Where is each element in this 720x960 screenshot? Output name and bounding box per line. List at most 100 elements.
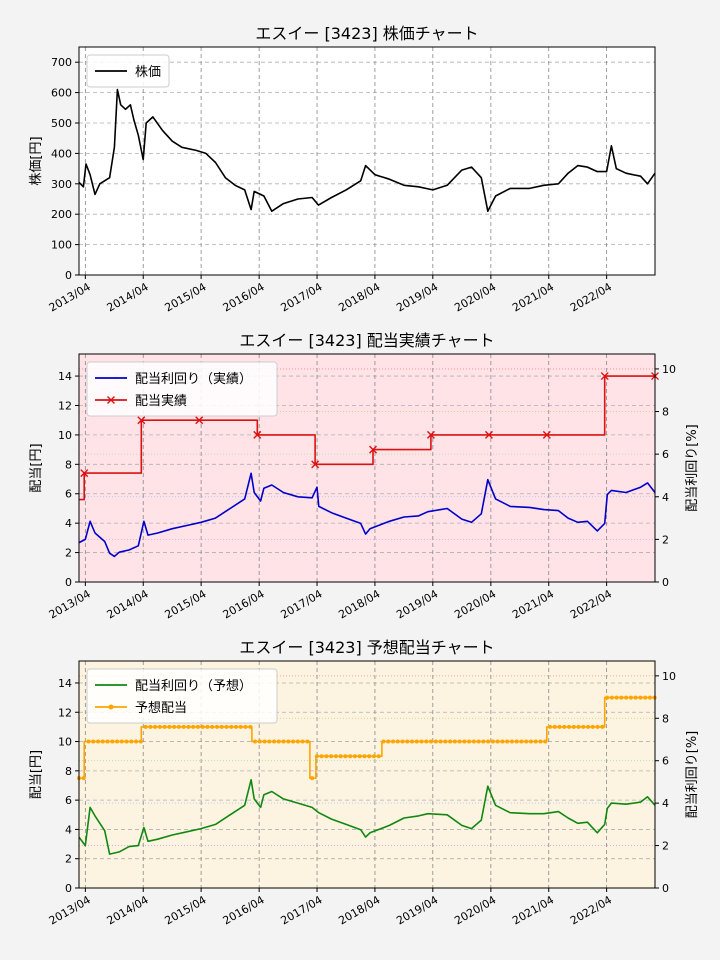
forecast-dot-marker xyxy=(467,739,472,744)
forecast-dot-marker xyxy=(538,739,543,744)
forecast-dot-marker xyxy=(628,695,633,700)
forecast-dot-marker xyxy=(452,739,457,744)
y-tick-label: 500 xyxy=(51,117,72,130)
forecast-dot-marker xyxy=(310,776,315,781)
forecast-dot-marker xyxy=(110,739,115,744)
y2-tick-label: 8 xyxy=(662,406,669,419)
dividend-marker xyxy=(484,430,493,439)
forecast-dot-marker xyxy=(405,739,410,744)
legend-label: 配当利回り（実績） xyxy=(135,371,252,387)
chart-title: エスイー [3423] 株価チャート xyxy=(255,24,478,43)
forecast-dot-marker xyxy=(429,739,434,744)
forecast-dot-marker xyxy=(410,739,415,744)
forecast-dot-marker xyxy=(391,739,396,744)
y-tick-label: 300 xyxy=(51,178,72,191)
y2-axis-label: 配当利回り[%] xyxy=(685,731,700,819)
forecast-dot-marker xyxy=(343,754,348,759)
forecast-dot-marker xyxy=(562,724,567,729)
forecast-dot-marker xyxy=(243,724,248,729)
forecast-dot-marker xyxy=(371,754,376,759)
forecast-dot-marker xyxy=(414,739,419,744)
axes-frame xyxy=(78,46,656,276)
forecast-dot-marker xyxy=(581,724,586,729)
forecast-dot-marker xyxy=(443,739,448,744)
dividend-marker xyxy=(542,430,551,439)
legend-label: 配当実績 xyxy=(135,393,187,409)
y-tick-label: 100 xyxy=(51,239,72,252)
forecast-dot-marker xyxy=(367,754,372,759)
forecast-dot-marker xyxy=(181,724,186,729)
forecast-dot-marker xyxy=(319,754,324,759)
forecast-dot-marker xyxy=(457,739,462,744)
forecast-dot-marker xyxy=(219,724,224,729)
forecast-dot-marker xyxy=(495,739,500,744)
forecast-dot-marker xyxy=(362,754,367,759)
forecast-dot-marker xyxy=(505,739,510,744)
y-tick-label: 2 xyxy=(65,853,72,866)
axes-frame xyxy=(78,660,656,889)
legend-label: 配当利回り（予想） xyxy=(135,678,252,694)
forecast-dot-marker xyxy=(186,724,191,729)
plot-area xyxy=(79,47,655,275)
y2-axis-label: 配当利回り[%] xyxy=(685,424,700,512)
forecast-dot-marker xyxy=(533,739,538,744)
y-tick-label: 6 xyxy=(65,794,72,807)
forecast-dot-marker xyxy=(129,739,134,744)
forecast-dot-marker xyxy=(176,724,181,729)
forecast-dot-marker xyxy=(81,776,86,781)
y2-tick-label: 10 xyxy=(662,670,676,683)
y-axis-label: 株価[円] xyxy=(29,136,44,185)
forecast-dot-marker xyxy=(167,724,172,729)
y2-tick-label: 0 xyxy=(662,576,669,589)
dividend-marker xyxy=(253,430,262,439)
forecast-dot-marker xyxy=(262,739,267,744)
y-tick-label: 0 xyxy=(65,269,72,282)
forecast-dot-marker xyxy=(567,724,572,729)
forecast-dot-marker xyxy=(115,739,120,744)
chart-title: エスイー [3423] 予想配当チャート xyxy=(239,638,494,657)
forecast-dot-marker xyxy=(595,724,600,729)
forecast-dot-marker xyxy=(557,724,562,729)
forecast-dot-marker xyxy=(419,739,424,744)
forecast-dot-marker xyxy=(162,724,167,729)
forecast-dot-marker xyxy=(314,754,319,759)
forecast-dot-marker xyxy=(500,739,505,744)
legend-label: 予想配当 xyxy=(135,700,187,716)
y-tick-label: 8 xyxy=(65,458,72,471)
forecast-dot-marker xyxy=(476,739,481,744)
y2-tick-label: 2 xyxy=(662,533,669,546)
forecast-dot-marker xyxy=(571,724,576,729)
forecast-dot-marker xyxy=(486,739,491,744)
forecast-dot-marker xyxy=(643,695,648,700)
forecast-dot-marker xyxy=(172,724,177,729)
y2-tick-label: 4 xyxy=(662,797,669,810)
forecast-dot-marker xyxy=(400,739,405,744)
y-tick-label: 6 xyxy=(65,488,72,501)
forecast-dot-marker xyxy=(229,724,234,729)
forecast-dot-marker xyxy=(524,739,529,744)
forecast-dot-marker xyxy=(609,695,614,700)
forecast-dot-marker xyxy=(576,724,581,729)
legend-marker xyxy=(108,704,114,710)
forecast-dot-marker xyxy=(386,739,391,744)
forecast-dot-marker xyxy=(124,739,129,744)
dividend-marker xyxy=(369,445,378,454)
forecast-dot-marker xyxy=(624,695,629,700)
forecast-dot-marker xyxy=(267,739,272,744)
forecast-dot-marker xyxy=(286,739,291,744)
series-line-1 xyxy=(78,88,656,212)
y2-tick-label: 0 xyxy=(662,882,669,895)
y-tick-label: 8 xyxy=(65,765,72,778)
forecast-dot-marker xyxy=(153,724,158,729)
forecast-dot-marker xyxy=(253,739,258,744)
forecast-dot-marker xyxy=(471,739,476,744)
dividend-marker xyxy=(80,469,89,478)
forecast-dot-marker xyxy=(614,695,619,700)
legend-label: 株価 xyxy=(135,65,161,80)
forecast-dot-marker xyxy=(448,739,453,744)
forecast-dot-marker xyxy=(134,739,139,744)
forecast-dot-marker xyxy=(205,724,210,729)
forecast-dot-marker xyxy=(295,739,300,744)
